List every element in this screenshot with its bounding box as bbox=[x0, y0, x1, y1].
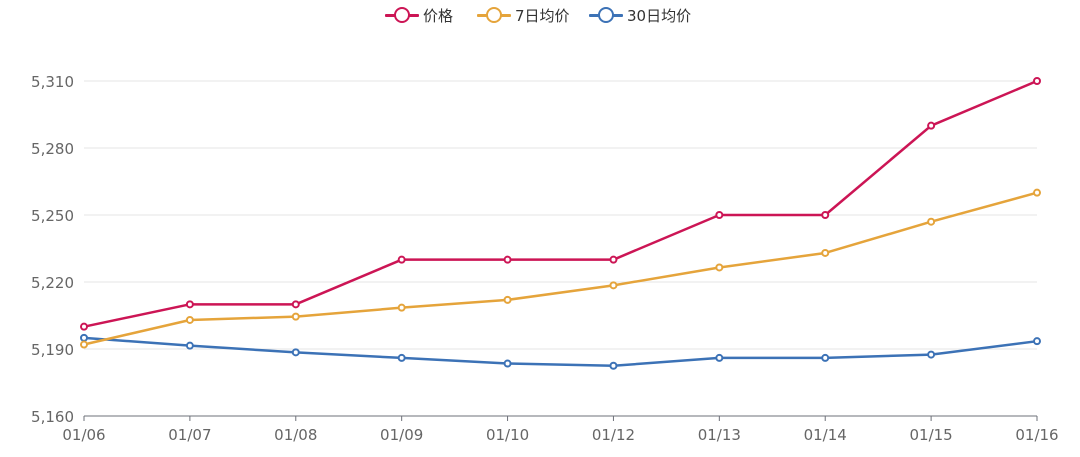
data-point[interactable] bbox=[927, 217, 936, 226]
data-point[interactable] bbox=[715, 211, 724, 219]
chart-legend: 价格 7日均价 30日均价 bbox=[0, 0, 1080, 30]
data-point[interactable] bbox=[291, 348, 300, 357]
legend-price-marker-icon bbox=[385, 5, 419, 25]
data-point[interactable] bbox=[1033, 77, 1041, 85]
x-tick-label: 01/16 bbox=[1015, 426, 1058, 444]
legend-item-7day-avg[interactable]: 7日均价 bbox=[477, 5, 570, 25]
x-axis: 01/06 01/07 01/08 01/09 01/10 01/12 01/13 01/14… bbox=[62, 415, 1059, 444]
data-point[interactable] bbox=[927, 350, 936, 359]
data-point[interactable] bbox=[503, 359, 512, 368]
x-tick-label: 01/15 bbox=[909, 426, 952, 444]
y-tick-label: 5,250 bbox=[31, 207, 74, 225]
series-0 bbox=[80, 77, 1041, 331]
series-line bbox=[82, 191, 1039, 346]
data-point[interactable] bbox=[291, 312, 300, 321]
data-point[interactable] bbox=[185, 300, 194, 309]
y-axis: 5,160 5,190 5,220 5,250 5,280 5,310 bbox=[31, 73, 74, 426]
x-tick-label: 01/12 bbox=[592, 426, 635, 444]
data-point[interactable] bbox=[80, 333, 88, 342]
x-tick-label: 01/13 bbox=[698, 426, 741, 444]
data-point[interactable] bbox=[185, 315, 194, 324]
data-point[interactable] bbox=[1033, 337, 1041, 346]
legend-price-label: 价格 bbox=[423, 6, 454, 25]
x-tick-label: 01/09 bbox=[380, 426, 423, 444]
x-tick-label: 01/06 bbox=[62, 426, 105, 444]
data-point[interactable] bbox=[503, 295, 512, 304]
data-point[interactable] bbox=[397, 353, 406, 362]
series-2 bbox=[80, 333, 1041, 370]
data-point[interactable] bbox=[609, 281, 618, 290]
data-point[interactable] bbox=[609, 255, 618, 264]
series-1 bbox=[80, 188, 1041, 349]
series-group bbox=[80, 77, 1041, 370]
y-tick-label: 5,280 bbox=[31, 140, 74, 158]
data-point[interactable] bbox=[1033, 188, 1041, 197]
data-point[interactable] bbox=[185, 341, 194, 350]
data-point[interactable] bbox=[715, 353, 724, 362]
y-tick-label: 5,310 bbox=[31, 73, 74, 91]
data-point[interactable] bbox=[821, 248, 830, 257]
legend-item-price[interactable]: 价格 bbox=[385, 5, 453, 25]
y-tick-label: 5,190 bbox=[31, 341, 74, 359]
x-tick-label: 01/14 bbox=[804, 426, 847, 444]
x-tick-label: 01/08 bbox=[274, 426, 317, 444]
data-point[interactable] bbox=[291, 300, 300, 309]
data-point[interactable] bbox=[80, 322, 88, 331]
legend-30day-avg-marker-icon bbox=[589, 5, 623, 25]
data-point[interactable] bbox=[927, 121, 936, 130]
legend-30day-avg-label: 30日均价 bbox=[627, 6, 692, 25]
gridlines bbox=[84, 80, 1037, 350]
legend-7day-avg-label: 7日均价 bbox=[515, 6, 570, 25]
data-point[interactable] bbox=[397, 303, 406, 312]
data-point[interactable] bbox=[715, 263, 724, 272]
data-point[interactable] bbox=[397, 255, 406, 264]
data-point[interactable] bbox=[80, 340, 88, 349]
data-point[interactable] bbox=[821, 211, 830, 219]
series-line bbox=[82, 336, 1039, 367]
series-line bbox=[82, 79, 1039, 328]
legend-7day-avg-marker-icon bbox=[477, 5, 511, 25]
x-tick-label: 01/10 bbox=[486, 426, 529, 444]
data-point[interactable] bbox=[503, 255, 512, 264]
legend-item-30day-avg[interactable]: 30日均价 bbox=[589, 5, 691, 25]
data-point[interactable] bbox=[609, 361, 618, 370]
y-tick-label: 5,160 bbox=[31, 408, 74, 426]
x-tick-label: 01/07 bbox=[168, 426, 211, 444]
data-point[interactable] bbox=[821, 353, 830, 362]
y-tick-label: 5,220 bbox=[31, 274, 74, 292]
